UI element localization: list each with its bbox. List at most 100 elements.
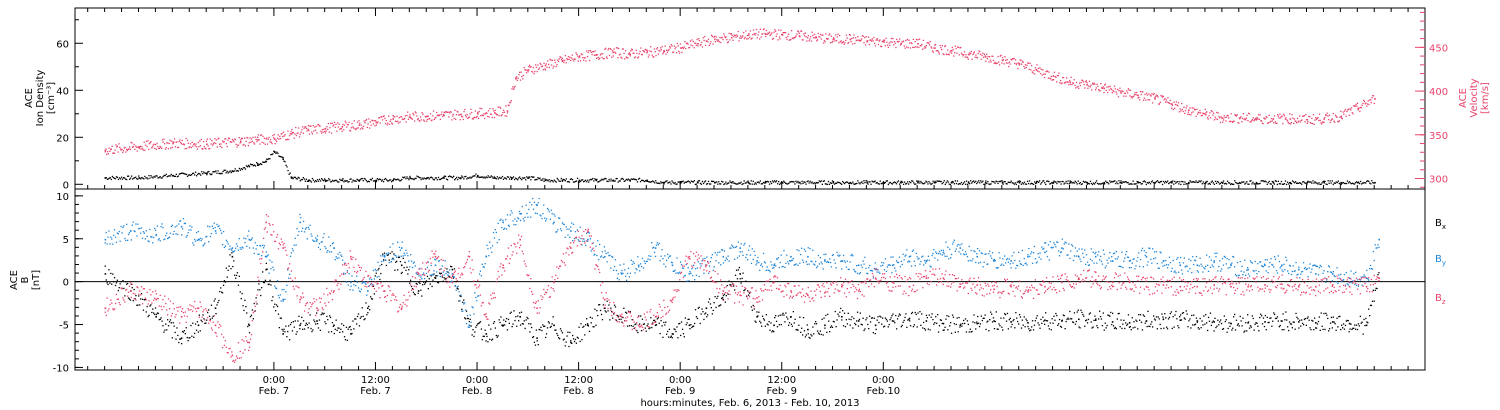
velocity-point — [207, 145, 209, 147]
ion-density-point — [345, 180, 347, 182]
velocity-point — [783, 32, 785, 34]
ion-density-point — [955, 182, 958, 185]
ion-density-point — [1282, 183, 1285, 185]
ion-density-point — [1201, 183, 1203, 185]
ion-density-point — [916, 180, 918, 182]
ion-density-point — [1339, 183, 1341, 185]
ion-density-point — [1104, 183, 1106, 185]
bx-point — [1158, 318, 1160, 320]
bx-point — [369, 309, 371, 311]
by-point — [232, 251, 234, 253]
velocity-point — [934, 44, 936, 46]
by-point — [140, 232, 142, 234]
velocity-point — [1203, 113, 1206, 115]
velocity-point — [765, 29, 768, 32]
velocity-point — [155, 148, 157, 150]
velocity-point — [365, 118, 368, 121]
ion-density-point — [227, 172, 229, 174]
velocity-point — [432, 115, 434, 117]
bx-point — [1329, 322, 1332, 324]
ion-density-point — [492, 177, 494, 179]
velocity-point — [1259, 114, 1261, 116]
ion-density-point — [1354, 182, 1357, 184]
velocity-point — [528, 66, 530, 68]
bx-point — [1299, 319, 1301, 321]
bx-point — [1223, 315, 1225, 317]
by-point — [107, 236, 109, 238]
ion-density-point — [486, 176, 488, 179]
bx-point — [841, 319, 843, 321]
bx-point — [1347, 320, 1349, 322]
velocity-point — [1270, 117, 1273, 120]
ion-density-point — [414, 177, 416, 180]
bx-point — [492, 322, 495, 324]
velocity-point — [1165, 101, 1167, 103]
by-point — [254, 242, 256, 244]
ion-density-point — [256, 162, 258, 164]
bx-point — [854, 322, 856, 325]
velocity-point — [352, 126, 354, 128]
bx-point — [325, 323, 327, 325]
bx-point — [685, 324, 687, 326]
ion-density-point — [148, 175, 150, 177]
velocity-point — [664, 45, 666, 47]
bx-point — [578, 326, 580, 328]
ion-density-point — [1068, 183, 1070, 185]
ion-density-point — [374, 180, 377, 182]
bx-point — [269, 279, 271, 281]
ion-density-point — [1311, 182, 1313, 184]
by-point — [113, 229, 116, 231]
velocity-point — [133, 143, 135, 146]
bx-point — [1211, 321, 1213, 324]
bx-point — [205, 322, 207, 324]
velocity-point — [1300, 119, 1302, 121]
ion-density-point — [902, 183, 905, 185]
ion-density-point — [744, 182, 746, 184]
bx-point — [610, 307, 612, 309]
bx-point — [594, 308, 596, 310]
bx-point — [851, 316, 853, 318]
ion-density-point — [1070, 181, 1072, 183]
bx-point — [1366, 321, 1368, 323]
velocity-point — [564, 55, 566, 57]
velocity-point — [382, 115, 384, 118]
velocity-point — [982, 52, 984, 54]
velocity-point — [832, 37, 835, 39]
velocity-point — [847, 42, 849, 44]
bx-point — [954, 331, 956, 333]
ion-density-point — [206, 174, 208, 176]
velocity-point — [278, 138, 280, 140]
bx-point — [330, 331, 333, 333]
ion-density-point — [1359, 182, 1361, 185]
ion-density-point — [1213, 183, 1215, 185]
velocity-marker — [849, 38, 852, 41]
velocity-point — [1030, 64, 1033, 67]
bx-point — [667, 330, 669, 333]
velocity-point — [816, 40, 818, 42]
bx-point — [581, 339, 583, 341]
velocity-point — [615, 47, 618, 49]
ion-density-point — [997, 182, 999, 185]
bx-point — [192, 322, 194, 324]
bx-point — [730, 284, 732, 286]
bx-point — [461, 308, 463, 310]
velocity-point — [116, 146, 118, 148]
ion-density-point — [1363, 182, 1365, 184]
ion-density-point — [161, 177, 163, 179]
velocity-point — [724, 37, 726, 39]
bx-point — [266, 268, 268, 270]
bx-point — [1149, 325, 1151, 328]
velocity-point — [1041, 74, 1043, 76]
ion-density-point — [1153, 183, 1156, 185]
bx-point — [437, 281, 439, 283]
ion-density-point — [881, 182, 883, 184]
bx-point — [1041, 322, 1043, 324]
bx-point — [748, 294, 750, 296]
by-point — [160, 225, 162, 228]
ion-density-point — [748, 183, 750, 185]
bx-point — [985, 328, 987, 331]
bx-point — [1378, 272, 1380, 274]
ion-density-point — [208, 170, 210, 173]
velocity-point — [917, 39, 919, 41]
velocity-point — [674, 48, 676, 50]
